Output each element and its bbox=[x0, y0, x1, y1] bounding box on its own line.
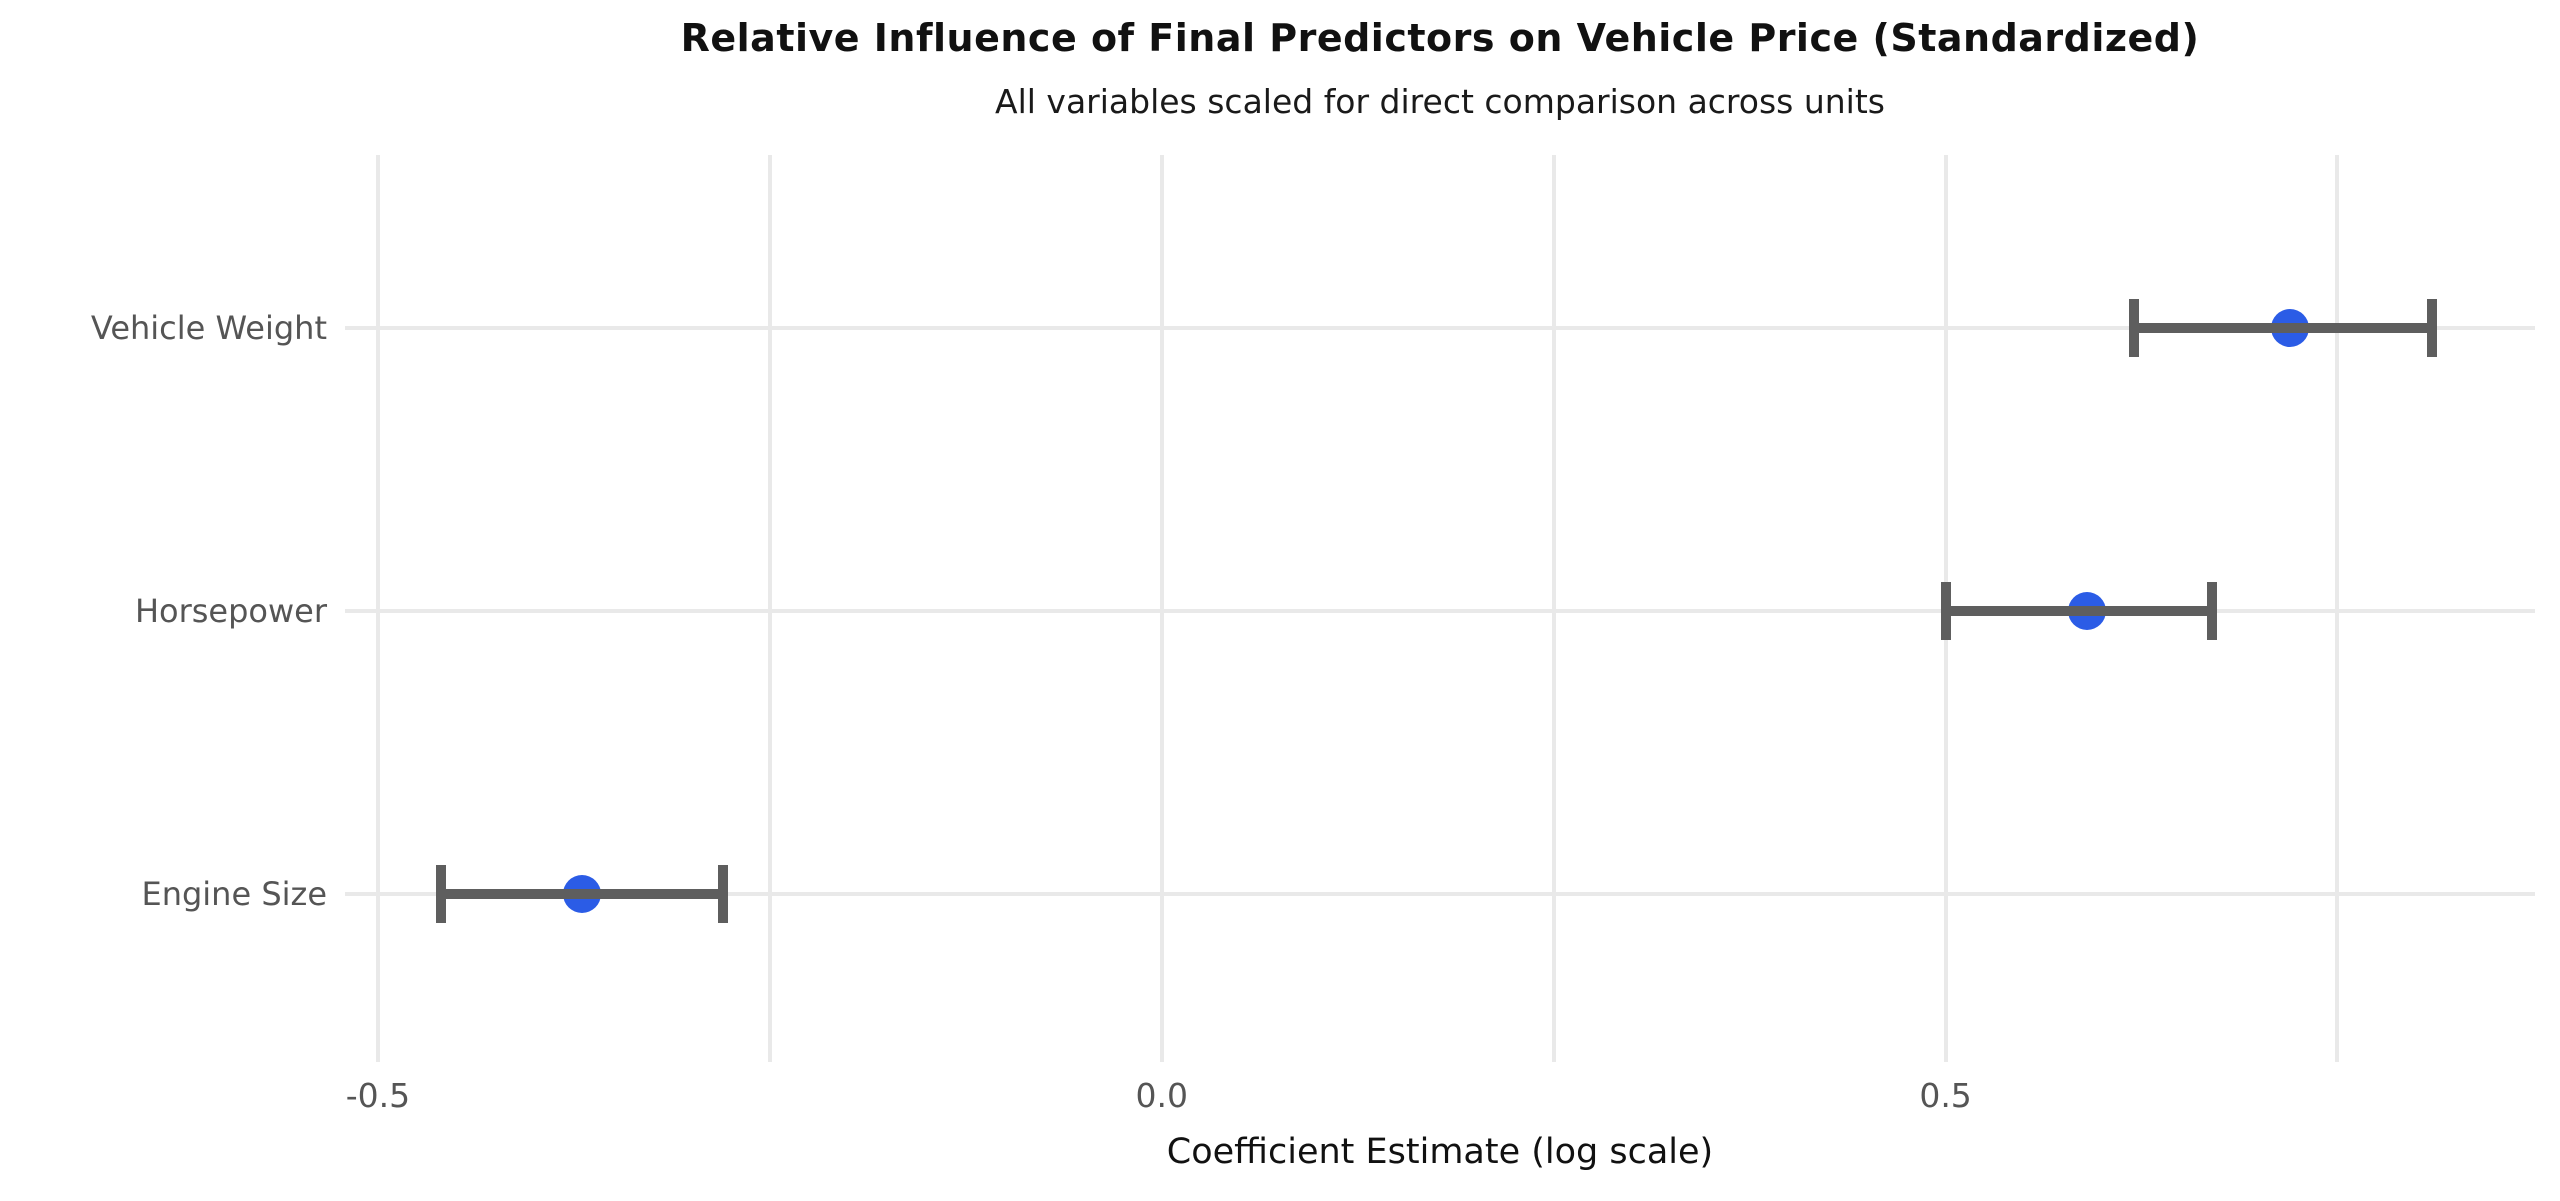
horizontal-gridline bbox=[345, 609, 2535, 613]
error-bar-cap bbox=[2426, 299, 2437, 357]
error-bar-cap bbox=[2128, 299, 2139, 357]
chart-title: Relative Influence of Final Predictors o… bbox=[680, 16, 2200, 60]
error-bar-cap bbox=[2207, 582, 2218, 640]
chart-subtitle: All variables scaled for direct comparis… bbox=[995, 82, 1885, 121]
x-tick-label: 0.5 bbox=[1919, 1076, 1972, 1115]
y-category-label: Engine Size bbox=[141, 875, 327, 913]
error-bar-cap bbox=[435, 865, 446, 923]
vertical-gridline bbox=[375, 155, 380, 1062]
vertical-gridline bbox=[1159, 155, 1164, 1062]
error-bar bbox=[1945, 606, 2213, 616]
vertical-gridline bbox=[767, 155, 772, 1062]
y-category-label: Vehicle Weight bbox=[90, 309, 327, 347]
x-axis-title: Coefficient Estimate (log scale) bbox=[1166, 1132, 1714, 1172]
error-bar bbox=[440, 889, 723, 899]
x-tick-label: 0.0 bbox=[1135, 1076, 1188, 1115]
x-tick-label: -0.5 bbox=[345, 1076, 411, 1115]
error-bar-cap bbox=[1940, 582, 1951, 640]
vertical-gridline bbox=[2335, 155, 2340, 1062]
error-bar bbox=[2133, 323, 2432, 333]
horizontal-gridline bbox=[345, 326, 2535, 330]
vertical-gridline bbox=[1551, 155, 1556, 1062]
error-bar-cap bbox=[717, 865, 728, 923]
y-category-label: Horsepower bbox=[134, 592, 327, 630]
horizontal-gridline bbox=[345, 892, 2535, 896]
